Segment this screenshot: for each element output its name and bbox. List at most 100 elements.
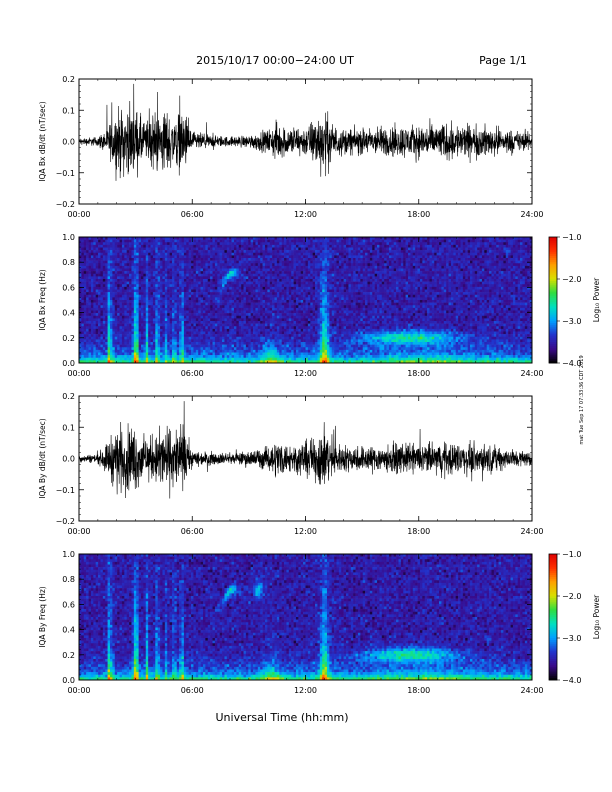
spectrogram-cell (503, 263, 507, 267)
spectrogram-cell (279, 273, 282, 277)
spectrogram-cell (405, 289, 409, 293)
spectrogram-cell (176, 300, 180, 303)
spectrogram-cell (281, 300, 285, 303)
spectrogram-cell (510, 300, 514, 303)
spectrogram-cell (520, 286, 523, 290)
spectrogram-cell (171, 276, 175, 280)
spectrogram-cell (436, 273, 440, 277)
spectrogram-cell (326, 292, 330, 296)
spectrogram-cell (436, 289, 440, 293)
spectrogram-cell (140, 242, 144, 246)
spectrogram-cell (291, 258, 294, 261)
spectrogram-cell (114, 258, 118, 261)
spectrogram-cell (422, 284, 426, 288)
spectrogram-cell (107, 289, 111, 293)
spectrogram-cell (520, 258, 523, 261)
spectrogram-cell (121, 244, 125, 248)
spectrogram-cell (257, 250, 261, 254)
spectrogram-cell (150, 258, 154, 261)
spectrogram-cell (489, 242, 492, 246)
spectrogram-cell (226, 239, 230, 243)
spectrogram-cell (105, 279, 108, 282)
spectrogram-cell (419, 281, 423, 285)
spectrogram-cell (174, 279, 178, 282)
spectrogram-cell (95, 294, 99, 298)
spectrogram-cell (486, 244, 490, 248)
spectrogram-cell (81, 244, 85, 248)
spectrogram-cell (400, 242, 404, 246)
spectrogram-cell (291, 289, 294, 293)
spectrogram-cell (439, 250, 442, 254)
spectrogram-cell (517, 268, 521, 272)
spectrogram-cell (160, 294, 163, 298)
spectrogram-cell (191, 263, 194, 267)
spectrogram-cell (238, 292, 242, 296)
spectrogram-cell (403, 268, 406, 272)
spectrogram-cell (226, 255, 230, 259)
spectrogram-cell (105, 239, 108, 243)
spectrogram-cell (434, 260, 437, 264)
spectrogram-cell (217, 286, 220, 290)
spectrogram-cell (486, 297, 490, 301)
spectrogram-cell (515, 268, 518, 272)
spectrogram-cell (83, 297, 87, 301)
spectrogram-cell (243, 265, 247, 269)
spectrogram-cell (489, 297, 492, 301)
spectrogram-cell (138, 239, 142, 243)
spectrogram-cell (236, 247, 240, 251)
spectrogram-cell (489, 258, 492, 261)
spectrogram-cell (224, 292, 228, 296)
spectrogram-cell (109, 302, 113, 306)
spectrogram-cell (255, 260, 259, 264)
spectrogram-cell (205, 258, 209, 261)
spectrogram-cell (131, 276, 135, 280)
spectrogram-cell (427, 279, 430, 282)
spectrogram-cell (171, 292, 175, 296)
spectrogram-cell (181, 286, 185, 290)
spectrogram-cell (81, 302, 85, 306)
spectrogram-cell (439, 247, 442, 251)
spectrogram-cell (398, 292, 402, 296)
spectrogram-cell (214, 279, 218, 282)
spectrogram-cell (348, 263, 352, 267)
spectrogram-cell (207, 273, 211, 277)
spectrogram-cell (233, 302, 237, 306)
spectrogram-cell (236, 260, 240, 264)
spectrogram-cell (81, 289, 85, 293)
spectrogram-cell (427, 294, 430, 298)
spectrogram-cell (157, 247, 161, 251)
spectrogram-cell (419, 284, 423, 288)
spectrogram-cell (100, 292, 104, 296)
spectrogram-cell (348, 276, 352, 280)
spectrogram-cell (179, 237, 182, 240)
spectrogram-cell (107, 292, 111, 296)
spectrogram-cell (472, 263, 476, 267)
spectrogram-cell (515, 244, 518, 248)
spectrogram-cell (393, 247, 397, 251)
spectrogram-cell (160, 271, 163, 275)
spectrogram-cell (293, 302, 297, 306)
spectrogram-cell (157, 252, 161, 256)
spectrogram-cell (510, 237, 514, 240)
spectrogram-cell (486, 255, 490, 259)
spectrogram-cell (186, 302, 189, 306)
spectrogram-cell (193, 279, 197, 282)
spectrogram-cell (198, 260, 201, 264)
spectrogram-cell (503, 260, 507, 264)
spectrogram-cell (465, 268, 468, 272)
spectrogram-cell (322, 268, 325, 272)
spectrogram-cell (443, 292, 447, 296)
spectrogram-cell (193, 276, 197, 280)
spectrogram-cell (505, 286, 509, 290)
spectrogram-cell (202, 276, 206, 280)
spectrogram-cell (515, 250, 518, 254)
spectrogram-cell (338, 265, 342, 269)
spectrogram-cell (160, 244, 163, 248)
spectrogram-cell (343, 271, 347, 275)
spectrogram-cell (381, 242, 385, 246)
spectrogram-cell (341, 265, 344, 269)
spectrogram-cell (226, 244, 230, 248)
spectrogram-cell (176, 237, 180, 240)
spectrogram-cell (281, 255, 285, 259)
spectrogram-cell (510, 297, 514, 301)
